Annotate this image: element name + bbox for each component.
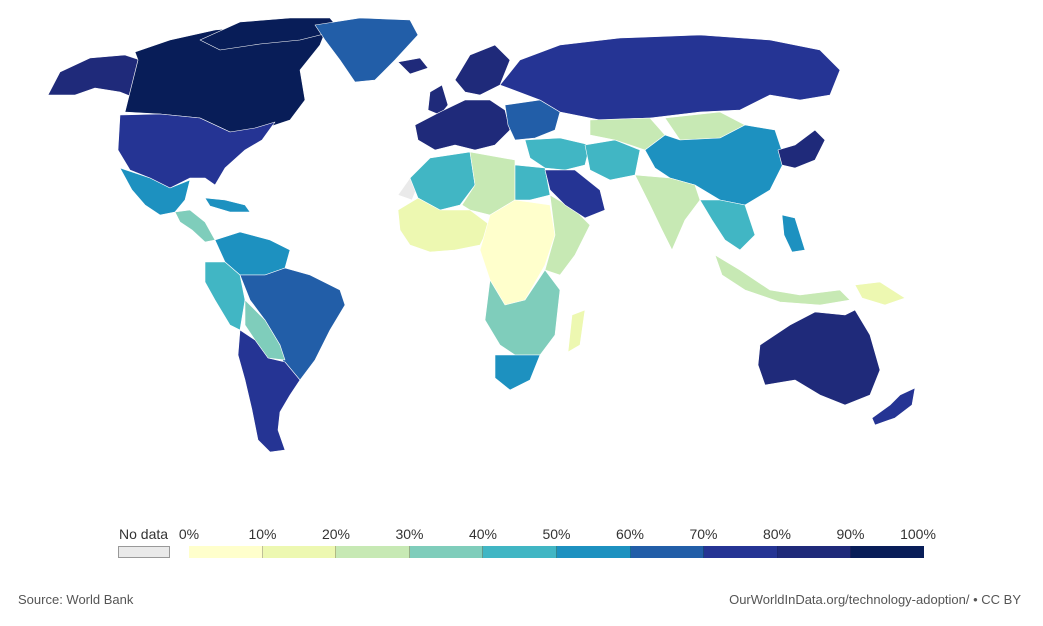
- no-data-swatch: [118, 546, 170, 558]
- world-map: [47, 17, 916, 453]
- legend-bin: [189, 546, 263, 558]
- world-map-svg: [47, 17, 916, 453]
- region-central-america: [174, 209, 216, 243]
- legend-tick-label: 10%: [248, 526, 277, 542]
- legend-tick-label: 50%: [542, 526, 571, 542]
- region-alaska: [47, 54, 141, 101]
- legend-tick-label: 100%: [900, 526, 936, 542]
- legend-tick-label: 80%: [762, 526, 792, 542]
- source-text: Source: World Bank: [18, 592, 134, 607]
- no-data-label: No data: [119, 526, 169, 542]
- region-mexico: [119, 167, 191, 216]
- region-philippines: [781, 214, 806, 253]
- region-new-zealand: [871, 387, 916, 426]
- region-madagascar: [567, 309, 586, 353]
- legend-tick-label: 90%: [836, 526, 865, 542]
- legend-bin: [556, 546, 631, 558]
- region-middle-east: [524, 137, 591, 171]
- map-legend: No data 0% 10% 20% 30% 40% 50% 60% 70% 80% 90% 100…: [0, 520, 1043, 565]
- legend-tick-label: 0%: [178, 526, 200, 542]
- legend-bin: [262, 546, 337, 558]
- region-arabian-peninsula: [544, 169, 606, 219]
- region-south-africa: [494, 354, 541, 391]
- legend-bin: [409, 546, 484, 558]
- region-papua-new-guinea: [854, 281, 906, 306]
- region-indonesia: [714, 254, 851, 306]
- legend-bin: [777, 546, 852, 558]
- region-iceland: [397, 57, 429, 75]
- region-western-europe: [414, 99, 511, 151]
- region-bolivia-paraguay: [244, 299, 286, 361]
- region-egypt: [514, 164, 551, 201]
- region-japan-korea: [777, 129, 826, 169]
- legend-tick-label: 40%: [468, 526, 498, 542]
- region-argentina-chile: [237, 329, 301, 453]
- region-west-africa: [397, 197, 491, 253]
- region-usa: [117, 113, 276, 189]
- region-scandinavia: [454, 44, 511, 96]
- region-greenland: [314, 17, 419, 83]
- region-central-africa: [479, 199, 556, 306]
- legend-bin: [336, 546, 410, 558]
- legend-tick-label: 60%: [615, 526, 645, 542]
- region-caribbean: [204, 197, 251, 213]
- region-india: [634, 174, 701, 251]
- region-southeast-asia: [699, 199, 756, 251]
- legend-tick-label: 70%: [689, 526, 718, 542]
- region-southern-africa: [484, 269, 561, 356]
- legend-bin: [630, 546, 705, 558]
- legend-bin: [483, 546, 557, 558]
- region-iran-afghanistan: [584, 139, 641, 181]
- color-scale: [189, 546, 924, 558]
- legend-bin: [851, 546, 924, 558]
- region-russia: [499, 34, 841, 121]
- credit-link[interactable]: OurWorldInData.org/technology-adoption/ …: [729, 592, 1021, 607]
- legend-tick-label: 30%: [395, 526, 424, 542]
- region-australia: [757, 309, 881, 406]
- legend-bin: [704, 546, 778, 558]
- legend-tick-label: 20%: [321, 526, 351, 542]
